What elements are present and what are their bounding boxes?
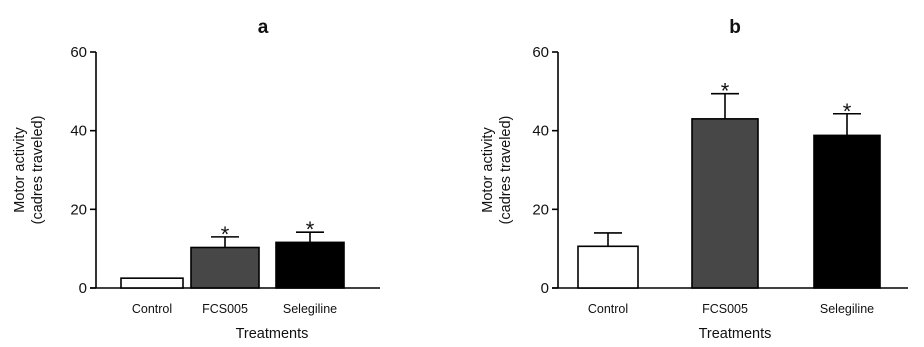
y-tick-label: 20	[532, 201, 549, 218]
y-tick-label: 60	[532, 44, 549, 61]
bar-fcs005	[190, 246, 260, 289]
significance-marker: *	[721, 79, 730, 104]
x-axis-title: Treatments	[236, 326, 309, 342]
bar-selegiline	[813, 134, 881, 289]
chart-panel-a: a 0 20 40 60 Control * FCS005 * Selegiline Treatme…	[12, 17, 380, 342]
y-tick-label: 0	[541, 280, 549, 297]
chart-title: a	[258, 17, 269, 38]
x-tick-label: Selegiline	[820, 302, 874, 316]
y-axis-title: Motor activity	[12, 127, 28, 213]
significance-marker: *	[221, 222, 230, 247]
x-tick-label: Selegiline	[283, 302, 337, 316]
y-tick-label: 60	[70, 44, 87, 61]
y-tick-label: 40	[70, 123, 87, 140]
bar-selegiline	[275, 241, 345, 289]
significance-marker: *	[306, 217, 315, 242]
x-axis-title: Treatments	[699, 326, 772, 342]
chart-panel-b: b 0 20 40 60 Control * FCS005 * Selegiline Treatme…	[480, 17, 908, 342]
x-tick-label: Control	[132, 302, 172, 316]
bar-fcs005	[691, 118, 759, 289]
x-tick-label: FCS005	[202, 302, 248, 316]
y-axis-subtitle: (cadres traveled)	[30, 116, 46, 225]
x-tick-label: Control	[588, 302, 628, 316]
y-tick-label: 0	[79, 280, 87, 297]
bar-control	[120, 277, 184, 289]
significance-marker: *	[843, 99, 852, 124]
y-axis-subtitle: (cadres traveled)	[498, 116, 514, 225]
x-tick-label: FCS005	[702, 302, 748, 316]
y-axis-title: Motor activity	[480, 127, 496, 213]
y-tick-label: 40	[532, 123, 549, 140]
chart-title: b	[729, 17, 741, 38]
y-tick-label: 20	[70, 201, 87, 218]
bar-control	[577, 245, 639, 289]
